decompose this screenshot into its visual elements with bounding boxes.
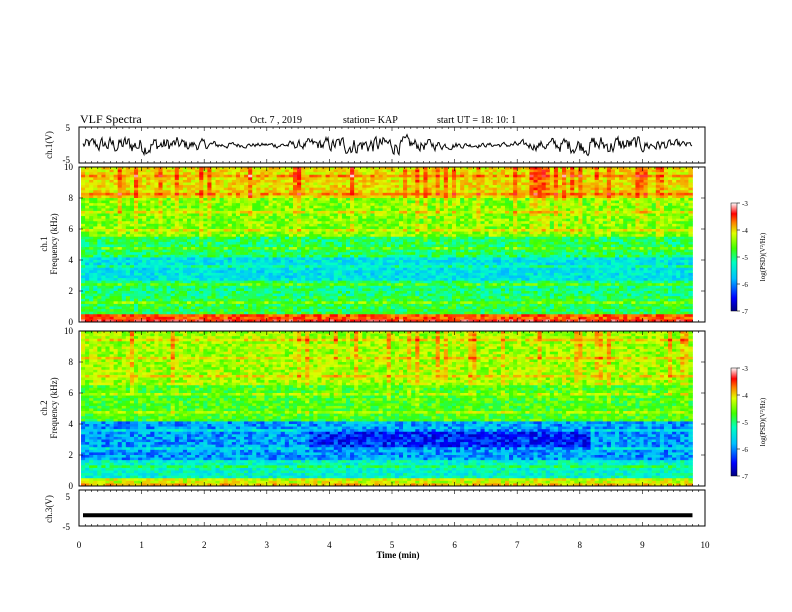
figure-title: VLF Spectra (80, 112, 142, 126)
y-tick-label: 6 (69, 224, 74, 234)
ch1-spectrogram-panel: 0 2 4 6 8 10 ch.1 Frequency (kHz) -3 -4 -5 -6 -7 … (39, 162, 767, 327)
ch2-colorbar: -3 -4 -5 -6 -7 log(PSD)(V²/Hz) (730, 365, 767, 481)
ch3-waveform-ticks (78, 490, 706, 526)
ch2-spectrogram-image (81, 331, 693, 487)
colorbar-tick-label: -7 (742, 308, 748, 316)
x-tick-label: 8 (578, 540, 583, 550)
colorbar-tick-label: -5 (742, 254, 748, 262)
colorbar-tick-label: -4 (742, 392, 748, 400)
ch1-colorbar-label: log(PSD)(V²/Hz) (759, 232, 767, 281)
colorbar-tick-label: -5 (742, 419, 748, 427)
x-tick-label: 7 (515, 540, 520, 550)
x-tick-label: 10 (701, 540, 711, 550)
ch1-spectrogram-ticks (78, 167, 706, 322)
x-tick-label: 2 (202, 540, 207, 550)
x-tick-label: 6 (452, 540, 457, 550)
ch2-spectrogram-ylabel-2: Frequency (kHz) (49, 377, 59, 438)
x-axis-label: Time (min) (376, 550, 419, 560)
ch3-ytick-bottom: -5 (63, 522, 71, 532)
ch2-spectrogram-yticks: 0 2 4 6 8 10 (64, 326, 705, 491)
x-tick-labels: 0 1 2 3 4 5 6 7 8 9 10 (77, 540, 710, 550)
ch1-spectrogram-ylabel-1: ch.1 (39, 236, 49, 251)
ch1-waveform-panel: 5 -5 ch.1(V) (44, 123, 706, 165)
ch1-colorbar: -3 -4 -5 -6 -7 log(PSD)(V²/Hz) (730, 200, 767, 316)
x-tick-label: 5 (390, 540, 395, 550)
y-tick-label: 0 (69, 317, 74, 327)
x-tick-label: 3 (265, 540, 270, 550)
y-tick-label: 4 (69, 255, 74, 265)
start-time-label: start UT = 18: 10: 1 (437, 115, 516, 126)
ch1-waveform-ticks (78, 127, 706, 163)
ch3-waveform-panel: 5 -5 ch.3(V) (44, 489, 706, 532)
y-tick-label: 2 (69, 450, 74, 460)
colorbar-tick-label: -3 (742, 200, 748, 208)
ch1-ytick-top: 5 (66, 123, 71, 133)
ch1-ytick-bottom: -5 (63, 155, 71, 165)
y-tick-label: 8 (69, 193, 74, 203)
x-tick-label: 9 (640, 540, 645, 550)
y-tick-label: 8 (69, 357, 74, 367)
y-tick-label: 6 (69, 388, 74, 398)
ch2-colorbar-label: log(PSD)(V²/Hz) (759, 397, 767, 446)
colorbar-tick-label: -6 (742, 281, 748, 289)
y-tick-label: 0 (69, 481, 74, 491)
ch2-colorbar-ticks: -3 -4 -5 -6 -7 (737, 365, 748, 481)
x-tick-label: 0 (77, 540, 82, 550)
ch2-spectrogram-ylabel-1: ch.2 (39, 400, 49, 415)
ch1-spectrogram-image (81, 167, 693, 323)
ch2-spectrogram-ticks (78, 331, 706, 486)
colorbar-tick-label: -4 (742, 227, 748, 235)
ch1-spectrogram-yticks: 0 2 4 6 8 10 (64, 162, 705, 327)
ch3-ytick-top: 5 (66, 492, 71, 502)
station-label: station= KAP (343, 115, 398, 126)
y-tick-label: 10 (64, 326, 74, 336)
x-tick-label: 1 (139, 540, 144, 550)
ch1-waveform-line (82, 133, 693, 157)
date-label: Oct. 7 , 2019 (250, 115, 302, 126)
ch3-ylabel: ch.3(V) (44, 495, 54, 523)
y-tick-label: 10 (64, 162, 74, 172)
colorbar-tick-label: -7 (742, 473, 748, 481)
colorbar-tick-label: -6 (742, 446, 748, 454)
ch1-ylabel: ch.1(V) (44, 131, 54, 159)
y-tick-label: 2 (69, 286, 74, 296)
ch1-spectrogram-ylabel-2: Frequency (kHz) (49, 213, 59, 274)
x-tick-label: 4 (327, 540, 332, 550)
colorbar-tick-label: -3 (742, 365, 748, 373)
ch1-colorbar-ticks: -3 -4 -5 -6 -7 (737, 200, 748, 316)
ch2-spectrogram-panel: 0 2 4 6 8 10 ch.2 Frequency (kHz) -3 -4 -5 -6 -7 … (39, 326, 767, 491)
y-tick-label: 4 (69, 419, 74, 429)
